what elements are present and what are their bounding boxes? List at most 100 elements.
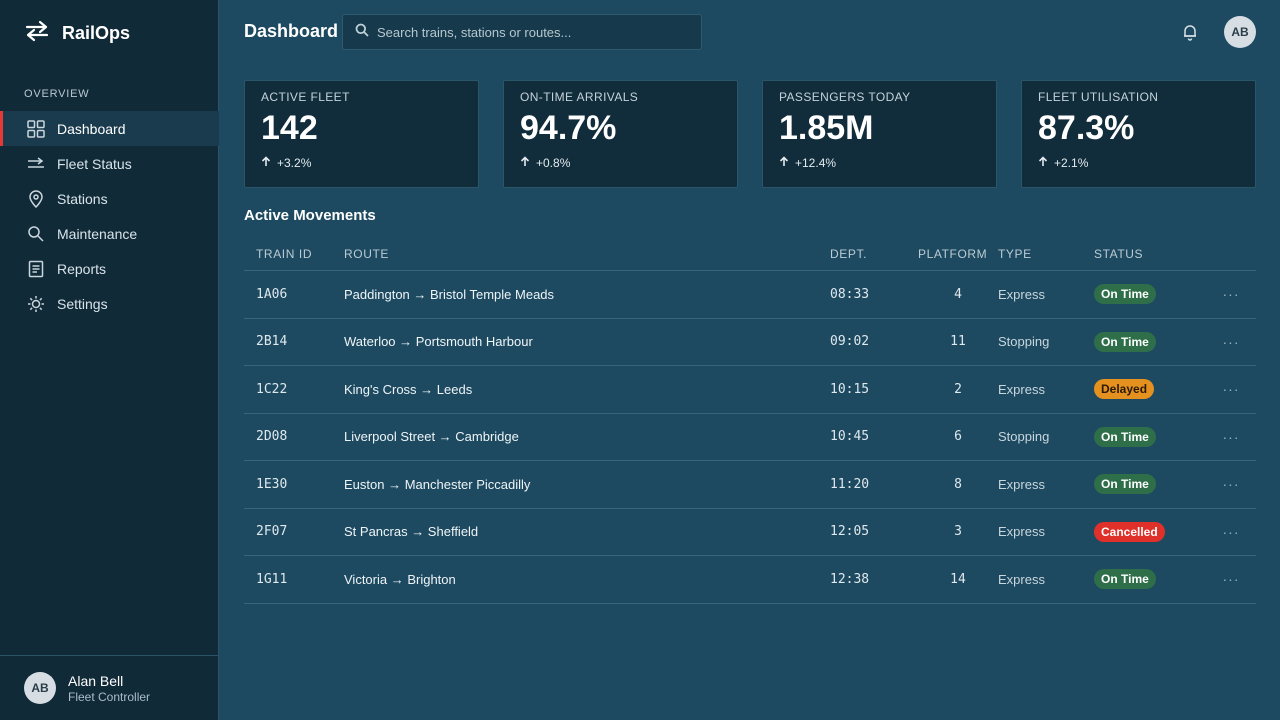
page-title: Dashboard xyxy=(244,21,339,41)
nav-section-label: OVERVIEW xyxy=(24,88,90,100)
column-header-route[interactable]: ROUTE xyxy=(344,247,389,261)
departure-time: 08:33 xyxy=(830,286,870,302)
platform: 6 xyxy=(954,429,962,445)
app-logo[interactable]: RailOps xyxy=(24,20,130,47)
grid-icon xyxy=(27,119,45,138)
table-row[interactable]: 1C22 King's Cross → Leeds 10:15 2 Express Del… xyxy=(244,366,1256,414)
platform: 8 xyxy=(954,476,962,492)
platform: 3 xyxy=(954,524,962,540)
train-id: 1G11 xyxy=(256,571,288,587)
column-header-train-id[interactable]: TRAIN ID xyxy=(256,247,313,261)
user-name: Alan Bell xyxy=(68,672,124,689)
table-row[interactable]: 1G11 Victoria → Brighton 12:38 14 Express On … xyxy=(244,556,1256,604)
sidebar-item-label: Settings xyxy=(57,295,108,312)
platform: 14 xyxy=(950,571,966,587)
search-input[interactable] xyxy=(377,24,697,40)
column-header-status[interactable]: STATUS xyxy=(1094,247,1144,261)
status-badge: On Time xyxy=(1094,569,1156,590)
more-options-icon[interactable]: ··· xyxy=(1222,476,1240,493)
status-badge: On Time xyxy=(1094,474,1156,495)
arrow-up-icon xyxy=(779,156,789,170)
arrow-up-icon xyxy=(261,156,271,170)
train-type: Express xyxy=(998,571,1045,587)
more-options-icon[interactable]: ··· xyxy=(1222,286,1240,303)
route: Waterloo → Portsmouth Harbour xyxy=(344,334,533,350)
train-type: Express xyxy=(998,286,1045,302)
column-header-platform[interactable]: PLATFORM xyxy=(918,247,988,261)
gear-icon xyxy=(27,295,45,313)
app-name: RailOps xyxy=(62,23,131,43)
sidebar-item-label: Reports xyxy=(57,260,107,277)
status-cell: On Time xyxy=(1094,284,1206,305)
more-options-icon[interactable]: ··· xyxy=(1222,571,1240,588)
sidebar-item-label: Stations xyxy=(57,190,108,207)
search-icon xyxy=(27,225,45,243)
row-actions-cell: ··· xyxy=(1206,381,1256,397)
route: St Pancras → Sheffield xyxy=(344,524,479,540)
table-row[interactable]: 2D08 Liverpool Street → Cambridge 10:45 6 St… xyxy=(244,414,1256,461)
train-type: Express xyxy=(998,476,1045,492)
user-info: Alan Bell Fleet Controller xyxy=(68,673,150,704)
platform: 2 xyxy=(954,381,962,397)
departure-time: 12:05 xyxy=(830,524,870,540)
train-id: 1A06 xyxy=(256,286,288,302)
search-box[interactable] xyxy=(342,14,702,50)
kpi-card-fleet-utilisation: FLEET UTILISATION 87.3% +2.1% xyxy=(1021,80,1256,188)
train-type: Express xyxy=(998,524,1045,540)
status-cell: On Time xyxy=(1094,474,1206,495)
table-row[interactable]: 2F07 St Pancras → Sheffield 12:05 3 Express C… xyxy=(244,509,1256,556)
more-options-icon[interactable]: ··· xyxy=(1222,333,1240,350)
table-body: 1A06 Paddington → Bristol Temple Meads 08:… xyxy=(244,271,1256,604)
kpi-delta: +2.1% xyxy=(1038,156,1239,170)
sidebar-item-stations[interactable]: Stations xyxy=(0,181,219,216)
row-actions-cell: ··· xyxy=(1206,286,1256,302)
kpi-delta-value: +3.2% xyxy=(277,156,312,171)
kpi-value: 87.3% xyxy=(1038,109,1135,147)
row-actions-cell: ··· xyxy=(1206,476,1256,492)
pin-icon xyxy=(27,189,45,208)
more-options-icon[interactable]: ··· xyxy=(1222,381,1240,398)
user-profile[interactable]: AB Alan Bell Fleet Controller xyxy=(0,655,219,720)
more-options-icon[interactable]: ··· xyxy=(1222,523,1240,540)
train-id: 2B14 xyxy=(256,334,288,350)
user-role: Fleet Controller xyxy=(68,689,151,704)
status-badge: Cancelled xyxy=(1094,521,1165,542)
train-type: Stopping xyxy=(998,334,1050,350)
route: King's Cross → Leeds xyxy=(344,381,473,397)
route: Victoria → Brighton xyxy=(344,571,456,587)
sidebar-item-label: Maintenance xyxy=(57,225,138,242)
sidebar: RailOps OVERVIEW Dashboard Fleet Status … xyxy=(0,0,219,720)
sidebar-nav: Dashboard Fleet Status Stations Maintena… xyxy=(0,111,219,321)
train-id: 1E30 xyxy=(256,476,288,492)
column-header-type[interactable]: TYPE xyxy=(998,247,1032,261)
kpi-delta: +3.2% xyxy=(261,156,462,170)
train-id: 2D08 xyxy=(256,429,288,445)
kpi-delta-value: +0.8% xyxy=(536,156,571,171)
avatar: AB xyxy=(24,672,56,704)
sidebar-item-maintenance[interactable]: Maintenance xyxy=(0,216,219,251)
train-type: Stopping xyxy=(998,429,1050,445)
notification-bell-icon[interactable] xyxy=(1180,22,1200,42)
train-id: 2F07 xyxy=(256,524,288,540)
sidebar-item-fleet-status[interactable]: Fleet Status xyxy=(0,146,219,181)
header-avatar[interactable]: AB xyxy=(1224,16,1256,48)
status-cell: Cancelled xyxy=(1094,521,1206,542)
more-options-icon[interactable]: ··· xyxy=(1222,428,1240,445)
status-cell: Delayed xyxy=(1094,379,1206,400)
sidebar-item-label: Fleet Status xyxy=(57,155,132,172)
sidebar-item-settings[interactable]: Settings xyxy=(0,286,219,321)
column-header-dept[interactable]: DEPT. xyxy=(830,247,868,261)
fleet-icon xyxy=(27,155,45,173)
route: Euston → Manchester Piccadilly xyxy=(344,476,531,492)
departure-time: 12:38 xyxy=(830,571,870,587)
table-row[interactable]: 2B14 Waterloo → Portsmouth Harbour 09:02 11… xyxy=(244,319,1256,366)
row-actions-cell: ··· xyxy=(1206,334,1256,350)
status-badge: On Time xyxy=(1094,284,1156,305)
table-row[interactable]: 1E30 Euston → Manchester Piccadilly 11:20 8… xyxy=(244,461,1256,509)
sidebar-item-reports[interactable]: Reports xyxy=(0,251,219,286)
kpi-value: 94.7% xyxy=(520,109,617,147)
sidebar-item-dashboard[interactable]: Dashboard xyxy=(0,111,219,146)
table-row[interactable]: 1A06 Paddington → Bristol Temple Meads 08:… xyxy=(244,271,1256,319)
status-badge: Delayed xyxy=(1094,379,1155,400)
kpi-delta: +12.4% xyxy=(779,156,980,170)
